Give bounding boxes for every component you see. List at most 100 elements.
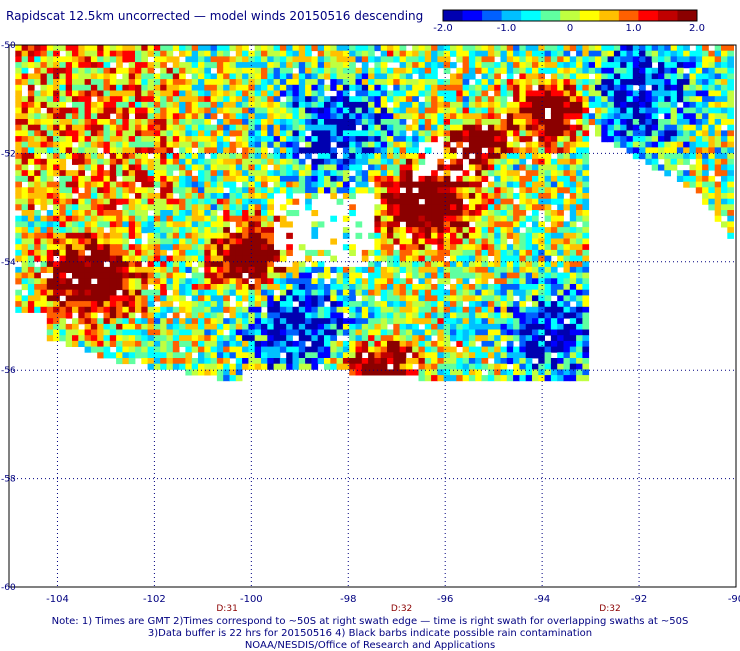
wind-cell — [53, 113, 60, 120]
wind-cell — [242, 238, 249, 245]
wind-cell — [254, 266, 262, 273]
wind-cell — [424, 181, 432, 188]
wind-cell — [538, 45, 545, 52]
wind-cell — [569, 130, 577, 137]
wind-cell — [374, 193, 382, 200]
wind-cell — [223, 50, 230, 57]
wind-cell — [109, 90, 117, 97]
wind-cell — [513, 119, 520, 126]
wind-cell — [292, 147, 300, 154]
wind-cell — [135, 96, 142, 103]
wind-cell — [676, 124, 684, 131]
wind-cell — [198, 181, 205, 188]
wind-cell — [727, 62, 734, 69]
wind-cell — [538, 284, 545, 291]
wind-cell — [153, 96, 161, 103]
wind-cell — [235, 164, 243, 171]
wind-cell — [248, 79, 256, 86]
wind-cell — [330, 266, 337, 273]
wind-cell — [65, 45, 73, 52]
wind-cell — [72, 289, 79, 296]
wind-cell — [576, 141, 583, 148]
wind-cell — [405, 295, 413, 302]
wind-cell — [65, 301, 73, 308]
wind-cell — [525, 295, 533, 302]
wind-cell — [538, 221, 545, 228]
wind-cell — [298, 335, 306, 342]
wind-cell — [235, 312, 243, 319]
wind-cell — [160, 232, 167, 239]
wind-cell — [286, 130, 293, 137]
wind-cell — [116, 101, 123, 108]
wind-cell — [513, 301, 520, 308]
wind-cell — [361, 113, 369, 120]
wind-cell — [267, 295, 274, 302]
wind-cell — [538, 164, 545, 171]
wind-cell — [702, 101, 709, 108]
wind-cell — [563, 346, 571, 353]
wind-cell — [191, 141, 199, 148]
wind-cell — [418, 79, 426, 86]
wind-cell — [53, 329, 60, 336]
wind-cell — [254, 340, 262, 347]
wind-cell — [595, 119, 602, 126]
wind-cell — [563, 249, 571, 256]
wind-cell — [135, 50, 142, 57]
wind-cell — [248, 312, 256, 319]
wind-cell — [179, 187, 186, 194]
wind-cell — [185, 335, 193, 342]
wind-cell — [399, 312, 407, 319]
wind-cell — [141, 329, 148, 336]
wind-cell — [160, 107, 167, 114]
wind-cell — [267, 301, 274, 308]
wind-cell — [475, 323, 482, 330]
wind-cell — [519, 232, 527, 239]
wind-cell — [191, 96, 199, 103]
wind-cell — [59, 329, 67, 336]
wind-cell — [179, 90, 186, 97]
wind-cell — [658, 153, 665, 160]
wind-cell — [324, 284, 331, 291]
wind-cell — [330, 50, 337, 57]
wind-cell — [90, 215, 98, 222]
wind-cell — [267, 187, 274, 194]
wind-cell — [355, 301, 363, 308]
wind-cell — [475, 238, 482, 245]
wind-cell — [336, 170, 344, 177]
wind-cell — [513, 153, 520, 160]
wind-cell — [72, 84, 79, 91]
wind-cell — [279, 346, 287, 353]
wind-cell — [78, 62, 85, 69]
wind-cell — [223, 153, 230, 160]
wind-cell — [204, 301, 211, 308]
wind-cell — [532, 266, 539, 273]
wind-cell — [166, 119, 174, 126]
wind-cell — [128, 306, 136, 313]
wind-cell — [494, 312, 501, 319]
wind-cell — [336, 340, 344, 347]
wind-cell — [456, 79, 463, 86]
wind-cell — [431, 249, 438, 256]
wind-cell — [443, 227, 451, 234]
wind-cell — [443, 67, 451, 74]
wind-cell — [248, 136, 256, 143]
wind-cell — [204, 215, 211, 222]
wind-cell — [298, 79, 306, 86]
wind-cell — [135, 130, 142, 137]
wind-cell — [424, 107, 432, 114]
wind-cell — [532, 306, 539, 313]
wind-cell — [506, 306, 514, 313]
wind-cell — [311, 124, 319, 131]
wind-cell — [424, 56, 432, 63]
wind-cell — [405, 198, 413, 205]
wind-cell — [261, 96, 268, 103]
wind-cell — [141, 170, 148, 177]
wind-cell — [468, 261, 476, 268]
wind-cell — [305, 255, 312, 262]
wind-cell — [90, 289, 98, 296]
wind-cell — [639, 56, 646, 63]
wind-cell — [487, 329, 495, 336]
wind-cell — [639, 96, 646, 103]
wind-cell — [242, 164, 249, 171]
wind-cell — [387, 346, 394, 353]
